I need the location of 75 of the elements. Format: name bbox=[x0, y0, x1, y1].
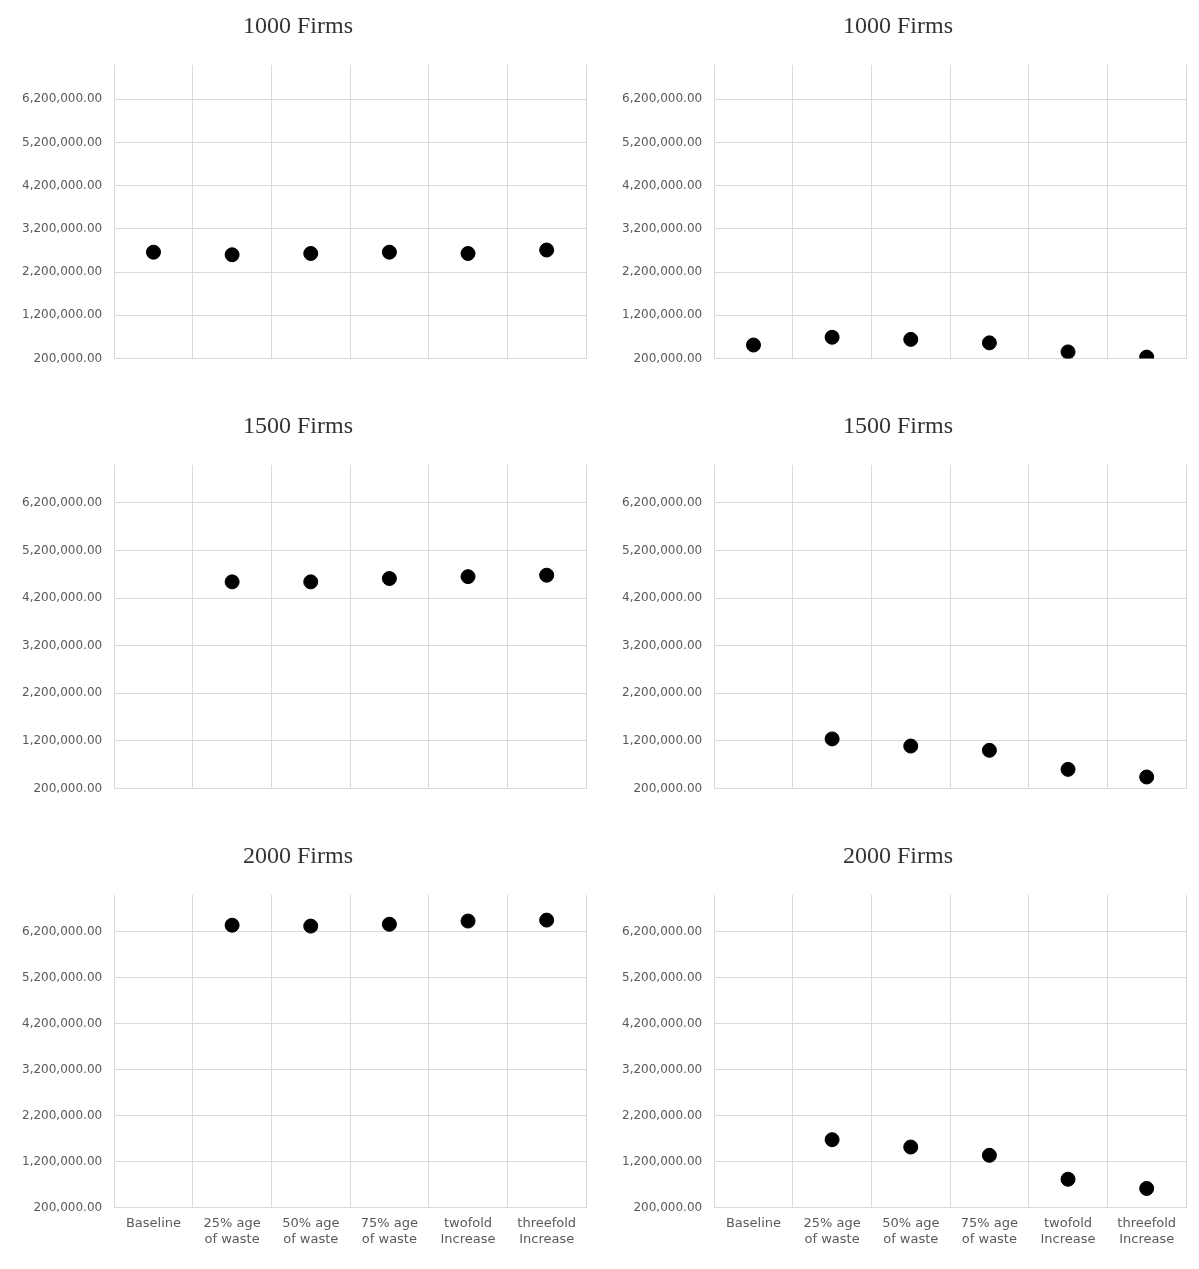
point bbox=[1139, 769, 1155, 785]
chart-title: 2000 Firms bbox=[842, 841, 954, 868]
y-tick-label: 4,200,000.00 bbox=[22, 177, 103, 192]
point bbox=[903, 1139, 919, 1155]
y-tick-label: 6,200,000.00 bbox=[622, 91, 703, 106]
point bbox=[981, 335, 997, 351]
point bbox=[1060, 344, 1076, 359]
y-tick-label: 1,200,000.00 bbox=[22, 307, 103, 322]
y-tick-label: 3,200,000.00 bbox=[622, 221, 703, 235]
point bbox=[745, 337, 761, 353]
y-tick-label: 6,200,000.00 bbox=[22, 495, 103, 509]
x-tick-label: twofold Increase bbox=[440, 1214, 496, 1246]
y-tick-label: 200,000.00 bbox=[633, 780, 703, 795]
y-tick-label: 1,200,000.00 bbox=[622, 1153, 703, 1168]
y-tick-label: 4,200,000.00 bbox=[622, 177, 703, 192]
chart-title: 1500 Firms bbox=[242, 411, 354, 438]
y-tick-label: 4,200,000.00 bbox=[622, 590, 703, 605]
y-tick-label: 200,000.00 bbox=[33, 1199, 103, 1214]
y-tick-label: 1,200,000.00 bbox=[622, 732, 703, 747]
y-tick-label: 4,200,000.00 bbox=[622, 1015, 703, 1030]
y-tick-label: 5,200,000.00 bbox=[22, 134, 103, 149]
x-tick-label: Baseline bbox=[125, 1214, 182, 1230]
chart-title: 1000 Firms bbox=[842, 11, 954, 38]
x-tick-label: threefold Increase bbox=[1117, 1214, 1177, 1246]
y-tick-label: 2,200,000.00 bbox=[22, 1107, 103, 1122]
y-tick-label: 2,200,000.00 bbox=[22, 685, 103, 700]
point bbox=[1060, 1171, 1076, 1187]
y-tick-label: 6,200,000.00 bbox=[22, 923, 103, 938]
y-tick-label: 2,200,000.00 bbox=[22, 264, 103, 279]
x-tick-label: Baseline bbox=[725, 1214, 782, 1230]
y-tick-label: 2,200,000.00 bbox=[622, 1107, 703, 1122]
y-tick-label: 3,200,000.00 bbox=[622, 1061, 703, 1076]
y-tick-label: 3,200,000.00 bbox=[22, 1061, 103, 1076]
point bbox=[824, 329, 840, 345]
y-tick-label: 3,200,000.00 bbox=[22, 637, 103, 652]
x-tick-label: 75% age of waste bbox=[360, 1214, 419, 1246]
x-tick-label: 75% age of waste bbox=[960, 1214, 1019, 1246]
point bbox=[903, 331, 919, 347]
x-tick-label: 25% age of waste bbox=[803, 1214, 861, 1246]
y-tick-label: 200,000.00 bbox=[633, 350, 703, 365]
y-tick-label: 2,200,000.00 bbox=[622, 264, 703, 279]
y-tick-label: 1,200,000.00 bbox=[22, 732, 103, 747]
y-tick-label: 200,000.00 bbox=[33, 350, 103, 365]
x-tick-label: 50% age of waste bbox=[882, 1214, 940, 1246]
y-tick-label: 5,200,000.00 bbox=[622, 134, 703, 149]
y-tick-label: 4,200,000.00 bbox=[22, 1015, 103, 1030]
y-tick-label: 5,200,000.00 bbox=[22, 542, 103, 557]
y-tick-label: 1,200,000.00 bbox=[22, 1153, 103, 1168]
y-tick-label: 6,200,000.00 bbox=[22, 91, 103, 106]
x-tick-label: twofold Increase bbox=[1040, 1214, 1096, 1246]
y-tick-label: 5,200,000.00 bbox=[622, 969, 703, 984]
chart-title: 2000 Firms bbox=[242, 841, 354, 868]
y-tick-label: 3,200,000.00 bbox=[22, 221, 103, 235]
point bbox=[981, 742, 997, 758]
chart-title: 1500 Firms bbox=[842, 411, 954, 438]
point bbox=[981, 1147, 997, 1163]
point bbox=[903, 738, 919, 754]
chart-title: 1000 Firms bbox=[242, 11, 354, 38]
y-tick-label: 4,200,000.00 bbox=[22, 590, 103, 605]
y-tick-label: 5,200,000.00 bbox=[22, 969, 103, 984]
y-tick-label: 200,000.00 bbox=[33, 780, 103, 795]
y-tick-label: 5,200,000.00 bbox=[622, 542, 703, 557]
x-tick-label: 50% age of waste bbox=[282, 1214, 340, 1246]
point bbox=[824, 1132, 840, 1148]
point bbox=[824, 731, 840, 747]
point bbox=[1060, 761, 1076, 777]
y-tick-label: 1,200,000.00 bbox=[622, 307, 703, 322]
y-tick-label: 6,200,000.00 bbox=[622, 923, 703, 938]
y-tick-label: 3,200,000.00 bbox=[622, 637, 703, 652]
point bbox=[1139, 1180, 1155, 1196]
x-tick-label: threefold Increase bbox=[517, 1214, 577, 1246]
y-tick-label: 6,200,000.00 bbox=[622, 495, 703, 509]
y-tick-label: 200,000.00 bbox=[633, 1199, 703, 1214]
y-tick-label: 2,200,000.00 bbox=[622, 685, 703, 700]
x-tick-label: 25% age of waste bbox=[203, 1214, 261, 1246]
